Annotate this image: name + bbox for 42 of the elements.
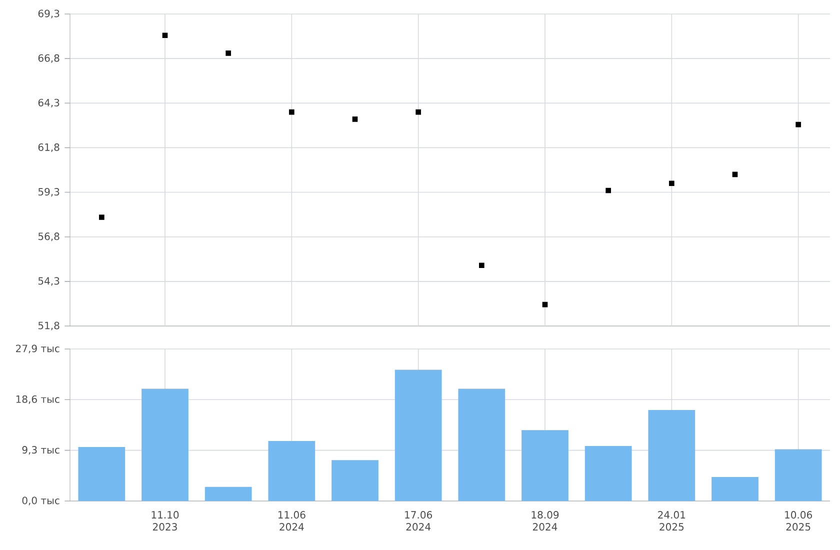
bar: [458, 388, 506, 501]
bar: [712, 477, 758, 501]
bar: [142, 388, 188, 501]
y-tick-label: 61,8: [38, 143, 60, 152]
bar: [78, 447, 126, 501]
bar: [268, 441, 316, 501]
x-tick-label: 10.06 2025: [785, 511, 812, 531]
y-tick-label: 59,3: [38, 188, 60, 197]
bar: [648, 410, 696, 501]
bar: [774, 449, 822, 501]
point: [732, 172, 738, 178]
bar: [204, 486, 252, 501]
y-tick-label: 54,3: [38, 277, 60, 286]
x-tick-label: 11.10 2023: [152, 511, 179, 531]
point: [226, 50, 232, 56]
point: [796, 122, 801, 128]
y-tick-label: 18,6 тыс: [16, 395, 60, 404]
point: [99, 214, 104, 220]
point: [542, 302, 548, 308]
point: [606, 188, 612, 194]
bar: [584, 446, 632, 501]
y-tick-label: 64,3: [38, 98, 60, 108]
point: [479, 262, 484, 268]
y-tick-label: 9,3 тыс: [22, 446, 60, 455]
point: [416, 109, 422, 115]
x-tick-label: 11.06 2024: [278, 511, 306, 531]
x-tick-label: 17.06 2024: [405, 511, 432, 531]
y-tick-label: 66,8: [38, 54, 60, 63]
x-tick-label: 18.09 2024: [532, 511, 559, 531]
y-tick-label: 69,3: [38, 10, 60, 18]
y-tick-label: 51,8: [38, 322, 60, 330]
y-tick-label: 27,9 тыс: [16, 344, 60, 354]
x-tick-label: 24.01 2025: [658, 511, 686, 531]
point: [352, 116, 358, 122]
bar: [394, 370, 442, 501]
bar: [332, 460, 378, 501]
bar: [522, 430, 568, 501]
point: [668, 180, 674, 186]
y-tick-label: 0,0 тыс: [22, 496, 60, 506]
y-tick-label: 56,8: [38, 232, 60, 242]
point: [162, 32, 168, 38]
point: [289, 109, 294, 115]
